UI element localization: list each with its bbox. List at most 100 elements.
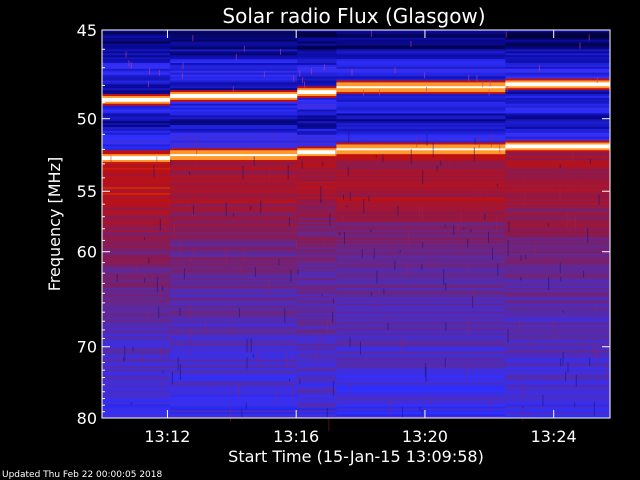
spectrogram-cell bbox=[505, 239, 611, 242]
spectrogram-cell bbox=[170, 357, 298, 361]
spectrogram-cell bbox=[297, 202, 337, 206]
spectrogram-cell bbox=[336, 357, 506, 361]
spectrogram-cell bbox=[505, 313, 611, 316]
spectrogram-cell bbox=[336, 385, 506, 388]
spectrogram-cell bbox=[336, 117, 506, 120]
spectrogram-cell bbox=[336, 111, 506, 114]
spectrogram-cell bbox=[505, 268, 611, 272]
spectrogram-cell bbox=[505, 99, 611, 103]
spectrogram-cell bbox=[505, 113, 611, 116]
spectrogram-cell bbox=[102, 307, 171, 310]
spectrogram-cell bbox=[336, 371, 506, 374]
spectrogram-cell bbox=[170, 140, 298, 144]
spectrogram-cell bbox=[505, 245, 611, 248]
spectrogram-cell bbox=[297, 194, 337, 198]
spectrogram-cell bbox=[102, 196, 171, 200]
spectrogram-cell bbox=[102, 30, 171, 33]
spectrogram-cell bbox=[297, 245, 337, 248]
spectrogram-cell bbox=[505, 297, 611, 301]
spectrogram-cell bbox=[297, 404, 337, 407]
spectrogram-cell bbox=[505, 37, 611, 41]
spectrogram-cell bbox=[505, 86, 611, 89]
spectrogram-cell bbox=[170, 152, 298, 155]
spectrogram-cell bbox=[102, 64, 171, 68]
spectrogram-cell bbox=[102, 142, 171, 145]
spectrogram-cell bbox=[297, 72, 337, 76]
spectrogram-cell bbox=[297, 53, 337, 56]
spectrogram-cell bbox=[336, 249, 506, 252]
spectrogram-cell bbox=[336, 307, 506, 310]
spectrogram-cell bbox=[336, 92, 506, 95]
spectrogram-cell bbox=[336, 125, 506, 128]
spectrogram-cell bbox=[336, 416, 506, 419]
spectrogram-cell bbox=[336, 90, 506, 93]
spectrogram-cell bbox=[336, 37, 506, 41]
spectrogram-cell bbox=[102, 107, 171, 111]
spectrogram-cell bbox=[170, 270, 298, 273]
spectrogram-cell bbox=[170, 150, 298, 153]
spectrogram-cell bbox=[170, 322, 298, 326]
spectrogram-cell bbox=[102, 315, 171, 318]
spectrogram-cell bbox=[102, 245, 171, 248]
spectrogram-cell bbox=[170, 396, 298, 400]
spectrogram-cell bbox=[297, 344, 337, 347]
spectrogram-cell bbox=[297, 258, 337, 262]
spectrogram-cell bbox=[336, 390, 506, 394]
spectrogram-cell bbox=[170, 146, 298, 149]
spectrogram-cell bbox=[505, 386, 611, 390]
spectrogram-cell bbox=[336, 412, 506, 415]
spectrogram-cell bbox=[297, 179, 337, 182]
spectrogram-cell bbox=[336, 289, 506, 293]
spectrogram-cell bbox=[102, 97, 171, 101]
spectrogram-cell bbox=[336, 410, 506, 413]
spectrogram-cell bbox=[336, 103, 506, 107]
spectrogram-cell bbox=[170, 163, 298, 167]
spectrogram-cell bbox=[297, 161, 337, 165]
spectrogram-cell bbox=[336, 134, 506, 138]
spectrogram-cell bbox=[505, 390, 611, 394]
spectrogram-cell bbox=[297, 346, 337, 349]
spectrogram-cell bbox=[505, 264, 611, 268]
spectrogram-cell bbox=[505, 101, 611, 105]
spectrogram-cell bbox=[336, 303, 506, 306]
spectrogram-cell bbox=[336, 204, 506, 208]
spectrogram-cell bbox=[297, 342, 337, 345]
spectrogram-cell bbox=[170, 74, 298, 78]
spectrogram-cell bbox=[102, 352, 171, 355]
spectrogram-cell bbox=[102, 130, 171, 134]
spectrogram-cell bbox=[505, 161, 611, 165]
spectrogram-cell bbox=[102, 371, 171, 374]
spectrogram-cell bbox=[170, 284, 298, 287]
spectrogram-cell bbox=[297, 293, 337, 297]
spectrogram-cell bbox=[505, 163, 611, 167]
spectrogram-cell bbox=[170, 379, 298, 382]
spectrogram-cell bbox=[336, 350, 506, 353]
spectrogram-cell bbox=[170, 355, 298, 359]
spectrogram-cell bbox=[102, 297, 171, 301]
spectrogram-cell bbox=[170, 377, 298, 380]
spectrogram-cell bbox=[297, 338, 337, 341]
spectrogram-cell bbox=[505, 303, 611, 306]
spectrogram-cell bbox=[297, 406, 337, 409]
spectrogram-cell bbox=[505, 55, 611, 58]
spectrogram-cell bbox=[102, 146, 171, 149]
spectrogram-cell bbox=[297, 324, 337, 328]
spectrogram-cell bbox=[102, 350, 171, 353]
spectrogram-cell bbox=[102, 76, 171, 79]
spectrogram-cell bbox=[170, 348, 298, 351]
spectrogram-cell bbox=[505, 80, 611, 83]
spectrogram-cell bbox=[336, 107, 506, 111]
spectrogram-cell bbox=[170, 268, 298, 272]
spectrogram-cell bbox=[102, 136, 171, 140]
spectrogram-cell bbox=[336, 268, 506, 272]
spectrogram-cell bbox=[170, 371, 298, 374]
spectrogram-cell bbox=[297, 70, 337, 74]
spectrogram-cell bbox=[297, 175, 337, 178]
spectrogram-cell bbox=[170, 398, 298, 402]
spectrogram-cell bbox=[297, 375, 337, 378]
spectrogram-cell bbox=[336, 189, 506, 192]
spectrogram-cell bbox=[505, 92, 611, 95]
spectrogram-cell bbox=[505, 175, 611, 178]
spectrogram-cell bbox=[336, 315, 506, 318]
spectrogram-cell bbox=[297, 274, 337, 277]
